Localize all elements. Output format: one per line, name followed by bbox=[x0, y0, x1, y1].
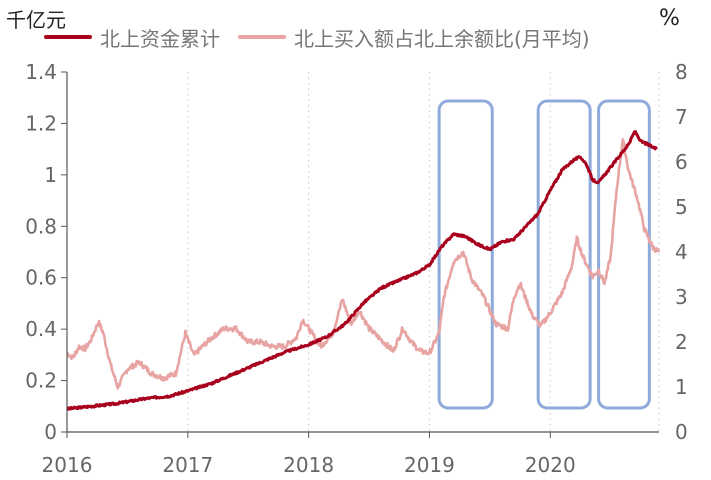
right-y-tick-label: 6 bbox=[675, 150, 688, 174]
axes: 0 0.2 0.4 0.6 0.8 1 1.2 1.4 0 1 2 3 4 5 6 7 8 2016 2017 201… bbox=[25, 60, 688, 477]
x-tick-label: 2020 bbox=[525, 453, 576, 477]
left-y-tick-label: 0.6 bbox=[25, 266, 57, 290]
right-y-tick-label: 0 bbox=[675, 420, 688, 444]
left-y-tick-label: 1.4 bbox=[25, 60, 57, 84]
right-y-tick-label: 4 bbox=[675, 240, 688, 264]
x-tick-label: 2017 bbox=[162, 453, 213, 477]
legend-swatch-cumulative bbox=[44, 35, 92, 39]
highlight-box bbox=[437, 99, 494, 410]
x-tick-label: 2018 bbox=[283, 453, 334, 477]
highlight-box bbox=[536, 99, 592, 410]
left-axis-unit: 千亿元 bbox=[6, 8, 66, 32]
legend-label-cumulative: 北上资金累计 bbox=[100, 26, 220, 51]
legend-swatch-ratio bbox=[238, 35, 286, 39]
series-ratio-line bbox=[66, 138, 661, 390]
legend-item-ratio: 北上买入额占北上余额比(月平均) bbox=[238, 23, 590, 52]
highlight-boxes bbox=[437, 99, 651, 410]
series-lines bbox=[66, 130, 661, 411]
left-y-tick-label: 0.4 bbox=[25, 317, 57, 341]
left-y-tick-label: 0.2 bbox=[25, 369, 57, 393]
left-y-tick-label: 1.2 bbox=[25, 111, 57, 135]
left-y-tick-label: 0.8 bbox=[25, 214, 57, 238]
right-y-tick-label: 1 bbox=[675, 375, 688, 399]
x-tick-label: 2016 bbox=[42, 453, 93, 477]
right-y-tick-label: 2 bbox=[675, 330, 688, 354]
highlight-box bbox=[597, 99, 651, 410]
legend-label-ratio: 北上买入额占北上余额比(月平均) bbox=[294, 26, 590, 51]
right-y-tick-label: 3 bbox=[675, 285, 688, 309]
right-y-tick-label: 8 bbox=[675, 60, 688, 84]
x-tick-label: 2019 bbox=[404, 453, 455, 477]
legend: 北上资金累计 北上买入额占北上余额比(月平均) bbox=[44, 23, 608, 52]
left-y-tick-label: 1 bbox=[44, 163, 57, 187]
legend-item-cumulative: 北上资金累计 bbox=[44, 23, 220, 52]
series-cumulative-line bbox=[66, 130, 658, 411]
right-axis-unit: % bbox=[659, 6, 680, 31]
left-y-tick-label: 0 bbox=[44, 420, 57, 444]
grid-lines bbox=[187, 72, 660, 432]
right-y-tick-label: 7 bbox=[675, 105, 688, 129]
right-y-tick-label: 5 bbox=[675, 195, 688, 219]
